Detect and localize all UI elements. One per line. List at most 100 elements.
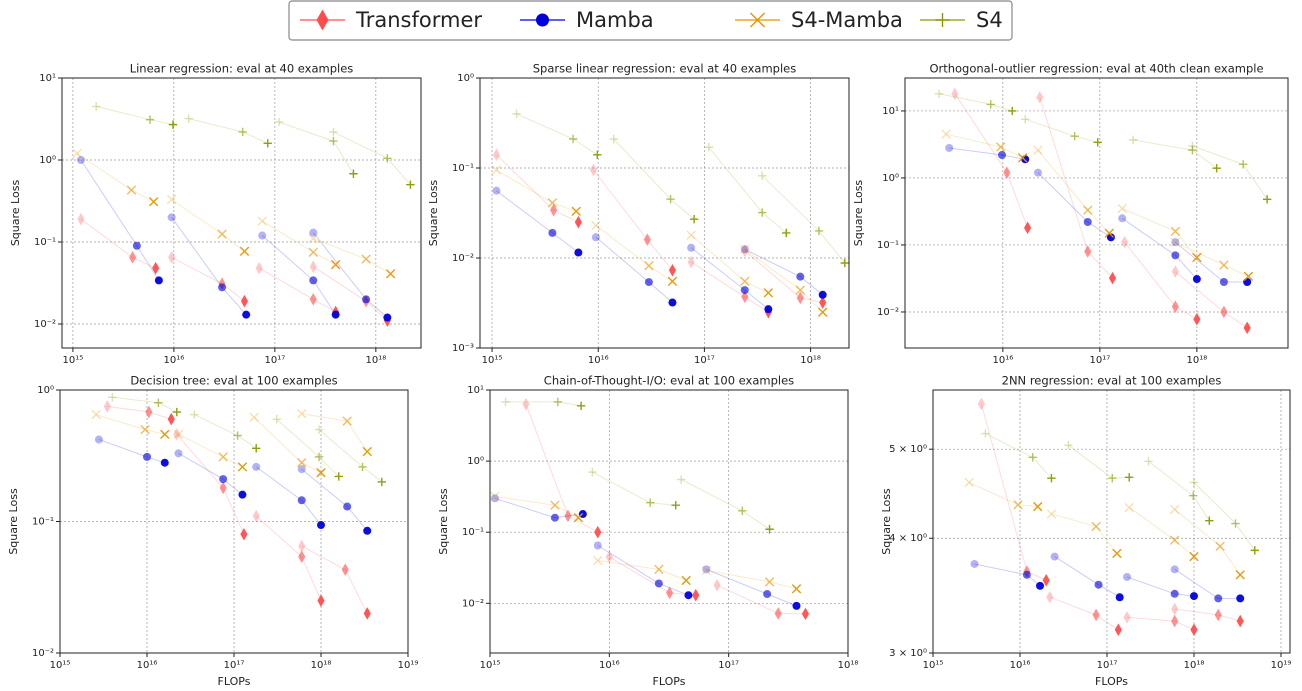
legend-box xyxy=(288,0,1013,41)
data-point xyxy=(1094,580,1103,589)
data-point xyxy=(740,245,749,254)
data-point xyxy=(1084,245,1092,258)
x-tick-label: 10¹⁶ xyxy=(992,355,1013,366)
data-point xyxy=(72,148,82,159)
data-point xyxy=(1115,593,1124,602)
data-point xyxy=(129,251,137,264)
series-line xyxy=(938,93,1268,200)
data-point xyxy=(331,310,340,319)
data-point xyxy=(564,509,572,523)
data-point xyxy=(237,462,248,472)
data-point xyxy=(1028,453,1037,462)
data-point xyxy=(219,475,228,484)
data-point xyxy=(550,500,560,510)
series-line xyxy=(98,439,368,532)
data-point xyxy=(154,398,163,407)
y-tick-label: 10⁻¹ xyxy=(877,240,899,251)
data-point xyxy=(217,229,227,239)
data-point xyxy=(945,143,954,152)
data-point xyxy=(702,565,711,574)
data-point xyxy=(316,468,326,478)
data-point xyxy=(1189,478,1199,487)
data-point xyxy=(573,512,584,523)
data-point xyxy=(951,87,959,101)
data-point xyxy=(218,452,228,462)
data-point xyxy=(184,114,193,123)
legend-marker xyxy=(316,9,329,31)
data-point xyxy=(1238,160,1248,169)
legend-marker xyxy=(536,13,549,27)
data-point xyxy=(1083,218,1092,227)
y-tick-label: 10⁻¹ xyxy=(34,237,56,248)
data-point xyxy=(548,228,557,237)
data-point xyxy=(492,148,501,162)
data-point xyxy=(167,412,175,426)
data-point xyxy=(1192,275,1201,284)
data-point xyxy=(1144,457,1153,466)
y-tick-label: 10¹ xyxy=(882,106,899,117)
data-point xyxy=(796,272,805,281)
y-axis-label: Square Loss xyxy=(9,180,22,247)
data-point xyxy=(594,525,602,539)
y-tick-label: 5 × 10⁰ xyxy=(889,444,927,455)
data-point xyxy=(512,109,521,119)
x-tick-label: 10¹⁶ xyxy=(137,660,158,671)
data-point xyxy=(1212,163,1221,173)
data-point xyxy=(1083,205,1093,215)
data-point xyxy=(334,472,343,481)
data-point xyxy=(383,313,392,322)
data-point xyxy=(1124,502,1134,513)
data-point xyxy=(801,607,810,621)
subplot: 10¹⁶ 10¹⁷ 10¹⁸ 10⁻² 10⁻¹ 10⁰ 10¹ Orthogonal-out… xyxy=(852,62,1289,366)
y-tick-label: 10⁻¹ xyxy=(462,527,484,538)
series-line xyxy=(516,113,846,264)
data-point xyxy=(1188,145,1197,155)
data-point xyxy=(1215,541,1225,551)
data-point xyxy=(166,194,177,205)
y-tick-label: 10⁻³ xyxy=(452,343,474,354)
data-point xyxy=(242,310,251,319)
data-point xyxy=(168,251,176,264)
data-point xyxy=(1003,166,1011,179)
data-point xyxy=(550,203,558,217)
data-point xyxy=(1250,546,1259,555)
data-point xyxy=(593,541,602,550)
data-point xyxy=(644,278,653,287)
data-point xyxy=(1193,312,1201,326)
y-tick-label: 4 × 10⁰ xyxy=(889,533,927,544)
data-point xyxy=(644,261,654,271)
data-point xyxy=(941,129,951,139)
data-point xyxy=(406,180,415,189)
data-point xyxy=(1013,500,1023,510)
data-point xyxy=(741,244,749,258)
data-point xyxy=(1046,509,1057,519)
data-point xyxy=(309,260,317,273)
data-point xyxy=(740,244,750,254)
data-point xyxy=(167,213,176,222)
data-point xyxy=(998,150,1007,159)
data-point xyxy=(981,429,990,438)
data-point xyxy=(249,412,259,422)
x-tick-label: 10¹⁸ xyxy=(365,355,386,366)
data-point xyxy=(174,449,183,458)
subplot: 10¹⁵ 10¹⁶ 10¹⁷ 10¹⁸ 10¹⁹ 3 × 10⁰ 4 × 10⁰ 5 × 10… xyxy=(880,374,1291,689)
data-point xyxy=(589,163,597,177)
axes-frame xyxy=(932,389,1291,654)
x-tick-label: 10¹⁹ xyxy=(398,660,419,671)
series-line xyxy=(954,93,1248,329)
y-tick-label: 10⁻² xyxy=(462,598,484,609)
data-point xyxy=(1008,106,1017,116)
data-point xyxy=(1219,278,1228,287)
data-point xyxy=(239,246,250,257)
data-point xyxy=(666,195,675,204)
data-point xyxy=(314,425,324,434)
data-point xyxy=(361,254,371,264)
data-point xyxy=(341,563,349,576)
data-point xyxy=(763,590,772,599)
y-axis-label: Square Loss xyxy=(852,180,865,247)
data-point xyxy=(792,601,801,610)
x-tick-label: 10¹⁵ xyxy=(50,660,71,671)
data-point xyxy=(173,429,184,440)
axes-frame xyxy=(489,389,849,654)
